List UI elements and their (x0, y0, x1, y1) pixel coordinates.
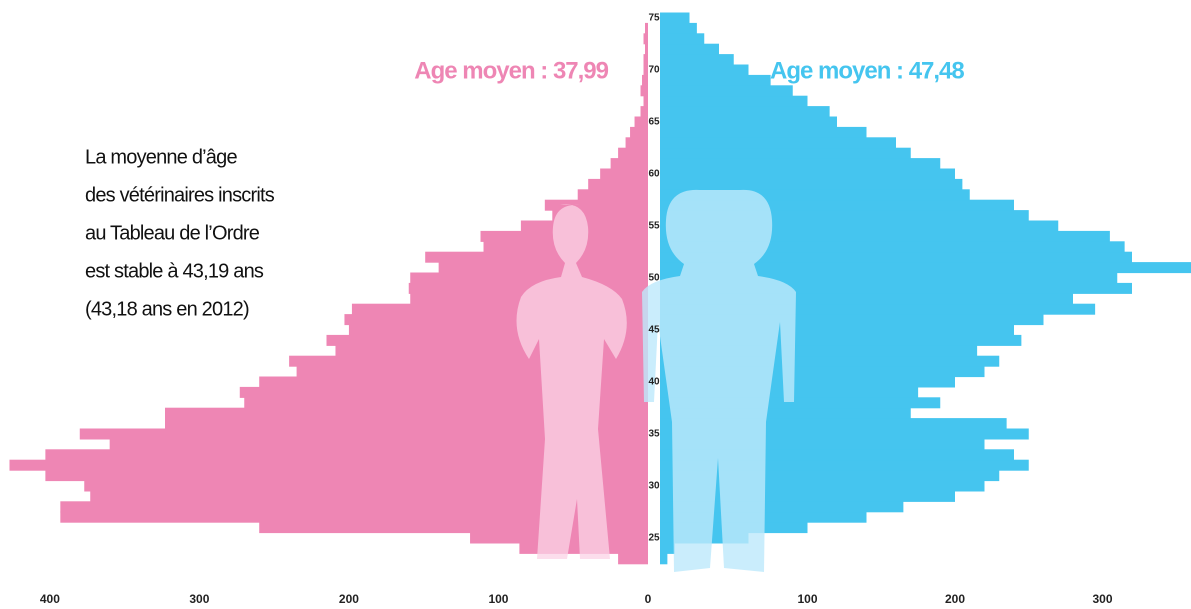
bar (660, 85, 793, 96)
bar (545, 200, 648, 211)
bar (660, 54, 734, 65)
y-tick-label: 65 (648, 117, 660, 128)
bar (660, 127, 867, 138)
bar (611, 158, 648, 169)
bar (660, 23, 697, 34)
bar (425, 252, 648, 263)
bar (660, 158, 940, 169)
x-tick-label: 300 (1092, 592, 1112, 606)
bar (645, 23, 648, 34)
bar (641, 106, 648, 117)
bar (660, 75, 771, 86)
bar (635, 117, 648, 128)
bar (660, 553, 667, 564)
y-tick-label: 60 (648, 169, 660, 180)
y-tick-label: 70 (648, 65, 660, 76)
legend-label: Age moyen : 37,99 (414, 57, 608, 84)
bar (660, 117, 837, 128)
y-tick-label: 45 (648, 325, 660, 336)
bar (644, 65, 648, 76)
annotation-line: des vétérinaires inscrits (85, 184, 275, 206)
bar (660, 44, 719, 55)
bar (644, 33, 648, 44)
bar (660, 13, 690, 24)
x-tick-label: 100 (797, 592, 817, 606)
x-tick-label: 200 (945, 592, 965, 606)
bar (660, 179, 962, 190)
bar (660, 65, 749, 76)
x-tick-label: 100 (488, 592, 508, 606)
x-tick-label: 300 (189, 592, 209, 606)
bar (660, 148, 911, 159)
bar (578, 189, 648, 200)
y-tick-label: 40 (648, 377, 660, 388)
y-tick-label: 50 (648, 273, 660, 284)
bar (641, 85, 648, 96)
annotation-line: est stable à 43,19 ans (85, 260, 264, 282)
x-tick-label: 400 (40, 592, 60, 606)
x-tick-label: 0 (645, 592, 652, 606)
bar (660, 96, 808, 107)
bar (600, 169, 648, 180)
bar (618, 553, 648, 564)
y-tick-label: 30 (648, 481, 660, 492)
bar (644, 54, 648, 65)
x-tick-label: 200 (339, 592, 359, 606)
bar (626, 137, 648, 148)
bar (642, 75, 648, 86)
annotation-line: (43,18 ans en 2012) (85, 298, 249, 320)
bar (645, 44, 648, 55)
bar (618, 148, 648, 159)
bar (644, 96, 648, 107)
bar (660, 106, 830, 117)
bar (660, 33, 704, 44)
y-tick-label: 25 (648, 533, 660, 544)
y-tick-label: 55 (648, 221, 660, 232)
bar (630, 127, 648, 138)
y-tick-label: 75 (648, 13, 660, 24)
bar (660, 137, 896, 148)
bar (439, 262, 648, 273)
bar (660, 543, 675, 554)
y-tick-label: 35 (648, 429, 660, 440)
chart: 0 100 200 300 400 Age moyen : 37,99 100 200 300 A… (0, 0, 1191, 609)
legend-label: Age moyen : 47,48 (770, 57, 964, 84)
bar (660, 169, 955, 180)
annotation-line: La moyenne d’âge (85, 146, 237, 168)
annotation-line: au Tableau de l’Ordre (85, 222, 260, 244)
bar (588, 179, 648, 190)
bar (410, 273, 648, 284)
